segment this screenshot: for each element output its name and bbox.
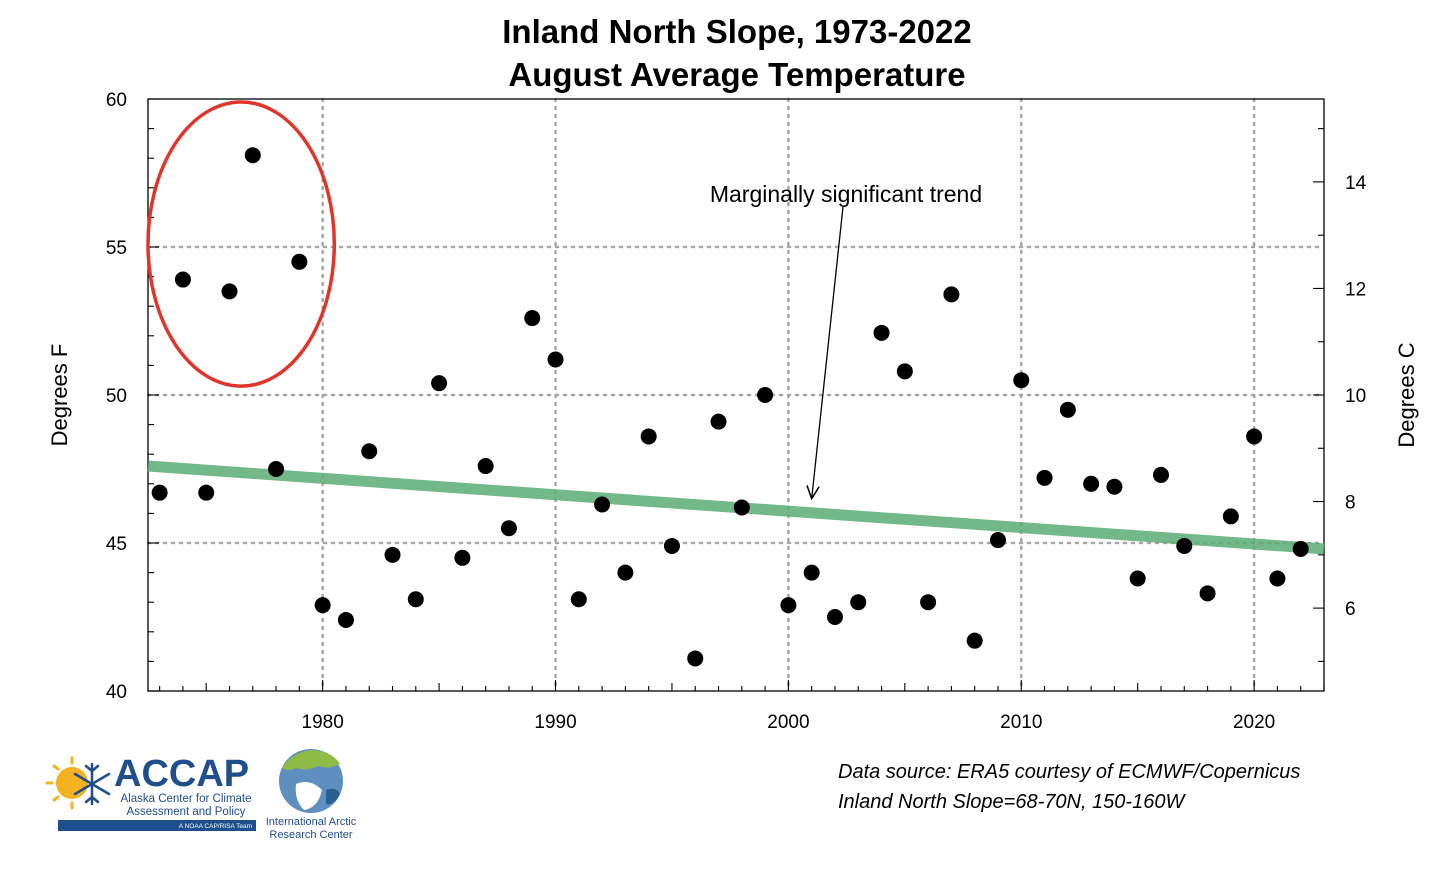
arctic-globe-icon (279, 749, 343, 813)
accap-line-1: Alaska Center for Climate (120, 793, 251, 805)
y-tick-label: 40 (106, 682, 127, 703)
data-point (1013, 372, 1030, 389)
iarc-line-1: International Arctic (266, 816, 357, 828)
data-point (663, 537, 680, 554)
data-point (268, 461, 285, 477)
data-point (640, 428, 657, 445)
data-point (314, 597, 331, 614)
data-point (757, 387, 774, 403)
data-point (826, 609, 843, 625)
data-point (570, 591, 587, 608)
data-point (1176, 537, 1193, 554)
accap-band-text: A NOAA CAP/RISA Team (179, 823, 252, 830)
annotation-arrowhead (806, 485, 820, 501)
accap-line-2: Assessment and Policy (127, 806, 246, 818)
data-point (1246, 428, 1263, 445)
data-point (407, 591, 424, 608)
data-point (500, 520, 517, 537)
y2-tick-label: 10 (1345, 386, 1366, 407)
y2-tick-label: 12 (1345, 279, 1366, 300)
data-point (431, 375, 448, 392)
y2-tick-label: 14 (1345, 173, 1367, 194)
source-line-2: Inland North Slope=68-70N, 150-160W (838, 791, 1186, 813)
data-point (547, 351, 564, 368)
trend-annotation: Marginally significant trend (710, 181, 982, 207)
data-point (594, 496, 611, 513)
y-tick-label: 60 (106, 90, 127, 111)
data-point (1292, 540, 1309, 557)
data-point (920, 594, 937, 611)
data-point (1106, 478, 1123, 495)
sun-snowflake-icon (45, 756, 111, 810)
y-tick-label: 50 (106, 386, 127, 407)
data-point (896, 363, 913, 380)
grid (146, 97, 1326, 693)
accap-logo: ACCAP Alaska Center for Climate Assessme… (45, 753, 256, 831)
x-tick-label: 2020 (1233, 712, 1275, 733)
data-point (477, 458, 494, 475)
data-point (384, 546, 401, 563)
data-point (454, 549, 471, 566)
data-point (943, 286, 960, 303)
accap-name: ACCAP (114, 753, 249, 795)
data-point (873, 324, 890, 341)
x-tick-label: 1980 (302, 712, 344, 733)
x-tick-label: 2000 (767, 712, 809, 733)
data-point (1152, 466, 1169, 483)
data-points (151, 147, 1309, 667)
y2-tick-label: 8 (1345, 493, 1356, 514)
highlight-layer (146, 100, 337, 388)
x-tick-label: 2010 (1000, 712, 1042, 733)
data-point (1083, 475, 1100, 492)
source-line-1: Data source: ERA5 courtesy of ECMWF/Cope… (838, 761, 1300, 783)
data-point (1199, 585, 1216, 602)
data-point (174, 271, 191, 288)
data-point (1269, 570, 1286, 587)
data-point (617, 564, 634, 581)
data-point (1059, 401, 1076, 418)
data-point (291, 253, 308, 270)
data-point (710, 413, 727, 430)
data-point (803, 564, 820, 581)
accap-band (58, 820, 256, 831)
y-tick-label: 45 (106, 534, 127, 555)
data-point (966, 632, 983, 649)
data-point (221, 283, 238, 300)
y2-axis-label: Degrees C (1394, 342, 1419, 447)
data-point (989, 532, 1006, 549)
y2-tick-label: 6 (1345, 599, 1356, 620)
y-tick-label: 55 (106, 238, 127, 259)
data-point (337, 611, 354, 628)
data-point (244, 147, 261, 164)
data-point (733, 499, 750, 516)
axis-ticks: 1980 1990 2000 2010 2020 40 45 50 55 60 6 8 10 12 14 (106, 90, 1367, 733)
annotation-arrow (811, 206, 844, 499)
data-point (687, 650, 704, 667)
data-point (524, 310, 541, 327)
data-point (151, 484, 168, 501)
data-point (780, 597, 797, 614)
data-point (850, 594, 867, 611)
x-tick-label: 1990 (534, 712, 576, 733)
iarc-line-2: Research Center (269, 829, 352, 841)
y-axis-label: Degrees F (47, 344, 72, 447)
data-point (361, 443, 378, 460)
data-point (1129, 570, 1146, 587)
iarc-logo: International Arctic Research Center (266, 749, 357, 841)
chart-title: Inland North Slope, 1973-2022 (502, 13, 971, 50)
data-point (1036, 469, 1053, 486)
highlight-ellipse (146, 100, 337, 388)
chart-subtitle: August Average Temperature (508, 56, 965, 93)
data-point (198, 484, 215, 501)
data-point (1222, 508, 1239, 525)
